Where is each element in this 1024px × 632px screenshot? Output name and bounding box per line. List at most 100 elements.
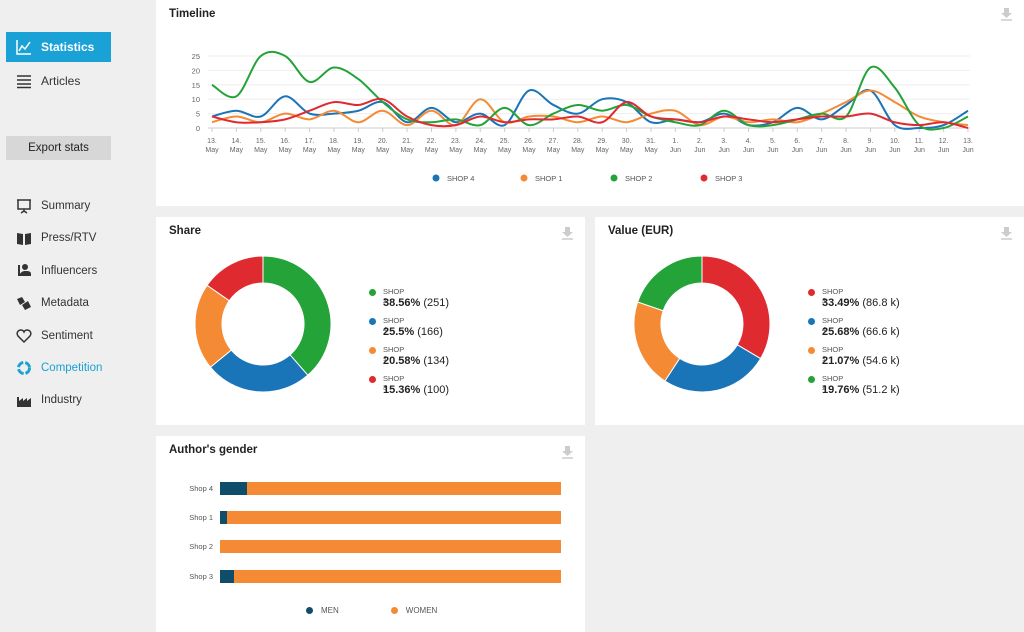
nav-metadata[interactable]: Metadata: [6, 289, 136, 317]
x-tick-label: 6.: [794, 138, 800, 145]
x-tick-label: 10.: [890, 138, 900, 145]
nav-statistics-label: Statistics: [41, 40, 95, 54]
bar-segment-men[interactable]: [220, 569, 234, 583]
x-tick-label: 2.: [697, 138, 703, 145]
x-tick-label: Jun: [938, 147, 949, 154]
nav-sentiment[interactable]: Sentiment: [6, 322, 136, 350]
legend-count: (251): [423, 297, 450, 309]
x-tick-label: Jun: [865, 147, 876, 154]
legend-name: SHOP 2: [822, 374, 844, 392]
y-tick-label: 10: [192, 95, 200, 104]
legend-dot: [369, 376, 376, 383]
x-tick-label: 12.: [939, 138, 949, 145]
bar-segment-women[interactable]: [220, 540, 561, 554]
download-icon[interactable]: [1000, 7, 1013, 21]
x-tick-label: May: [303, 147, 317, 154]
x-tick-label: May: [425, 147, 439, 154]
nav-articles[interactable]: Articles: [6, 66, 111, 96]
download-icon[interactable]: [561, 445, 574, 459]
legend-name: SHOP 4: [383, 316, 405, 334]
x-tick-label: 20.: [378, 138, 388, 145]
donut-slice-shop-3[interactable]: [701, 255, 771, 360]
nav-influencers[interactable]: Influencers: [6, 257, 136, 285]
nav-industry[interactable]: Industry: [6, 386, 136, 414]
legend-label[interactable]: SHOP 4: [447, 174, 474, 183]
legend-count: (54.6 k): [862, 355, 900, 367]
x-tick-label: 27.: [549, 138, 559, 145]
nav-statistics[interactable]: Statistics: [6, 32, 111, 62]
donut-slice-shop-3[interactable]: [206, 255, 264, 302]
x-tick-label: May: [449, 147, 463, 154]
x-tick-label: 16.: [280, 138, 290, 145]
x-tick-label: 25.: [500, 138, 510, 145]
x-tick-label: Jun: [670, 147, 681, 154]
x-tick-label: 15.: [256, 138, 266, 145]
legend-label-men: MEN: [321, 606, 339, 615]
bar-category-label: Shop 2: [189, 542, 213, 552]
x-tick-label: 23.: [451, 138, 461, 145]
timeline-title: Timeline: [169, 8, 216, 20]
x-tick-label: May: [254, 147, 268, 154]
series-line-shop-2[interactable]: [211, 50, 969, 131]
nav-sentiment-label: Sentiment: [41, 329, 93, 342]
legend-label[interactable]: SHOP 1: [535, 174, 562, 183]
download-icon[interactable]: [561, 226, 574, 240]
nav-summary[interactable]: Summary: [6, 192, 136, 220]
legend-dot: [306, 607, 313, 614]
legend-count: (100): [423, 384, 450, 396]
export-stats-button[interactable]: Export stats: [6, 136, 111, 160]
x-tick-label: 5.: [770, 138, 776, 145]
donut-slice-shop-1[interactable]: [633, 301, 681, 382]
x-tick-label: May: [376, 147, 390, 154]
factory-icon: [17, 397, 31, 408]
x-tick-label: May: [644, 147, 658, 154]
stacked-bar: [220, 569, 561, 583]
bar-segment-men[interactable]: [220, 482, 248, 495]
x-tick-label: May: [327, 147, 341, 154]
legend-dot: [700, 174, 708, 182]
nav-competition[interactable]: Competition: [6, 354, 136, 382]
legend-percent: 33.49%: [822, 297, 860, 309]
x-tick-label: 21.: [402, 138, 412, 145]
nav-press-rtv[interactable]: Press/RTV: [6, 224, 136, 252]
x-tick-label: May: [596, 147, 610, 154]
sidebar-top-nav: Statistics Articles: [6, 32, 111, 100]
legend-dot: [520, 174, 528, 182]
x-tick-label: May: [498, 147, 512, 154]
x-tick-label: May: [571, 147, 585, 154]
value-title: Value (EUR): [608, 225, 674, 237]
x-tick-label: May: [547, 147, 561, 154]
download-icon[interactable]: [1000, 226, 1013, 240]
value-panel: Value (EUR) SHOP 3 33.49% (86.8 k) SHOP 4…: [595, 217, 1024, 425]
book-icon: [17, 233, 31, 246]
series-line-shop-3[interactable]: [211, 97, 969, 129]
legend-percent: 20.58%: [383, 355, 421, 367]
bar-segment-men[interactable]: [220, 511, 227, 525]
x-tick-label: May: [205, 147, 219, 154]
donut-slice-shop-2[interactable]: [262, 255, 332, 376]
legend-label[interactable]: SHOP 3: [715, 174, 742, 183]
donut-slice-shop-4[interactable]: [664, 344, 762, 393]
legend-dot: [369, 347, 376, 354]
y-tick-label: 15: [192, 81, 200, 90]
x-tick-label: 28.: [573, 138, 583, 145]
series-line-shop-4[interactable]: [211, 89, 969, 130]
legend-label[interactable]: SHOP 2: [625, 174, 652, 183]
legend-count: (134): [423, 355, 450, 367]
x-tick-label: May: [352, 147, 366, 154]
bar-category-label: Shop 4: [189, 484, 213, 493]
legend-dot: [808, 289, 815, 296]
x-tick-label: May: [230, 147, 244, 154]
legend-name: SHOP 2: [383, 287, 405, 305]
bar-segment-women[interactable]: [226, 511, 561, 525]
bar-segment-women[interactable]: [233, 569, 561, 583]
x-tick-label: May: [400, 147, 414, 154]
x-tick-label: May: [474, 147, 488, 154]
donut-slice-shop-2[interactable]: [637, 255, 703, 312]
sidebar: Statistics Articles Export stats Summary…: [0, 0, 148, 632]
timeline-panel: Timeline 0 5 10 15 20 25 13. May 14. May 15. May 16.…: [156, 0, 1024, 206]
legend-count: (86.8 k): [862, 297, 900, 309]
bar-segment-women[interactable]: [247, 482, 561, 495]
x-tick-label: 8.: [843, 138, 849, 145]
legend-name: SHOP 3: [822, 287, 844, 305]
